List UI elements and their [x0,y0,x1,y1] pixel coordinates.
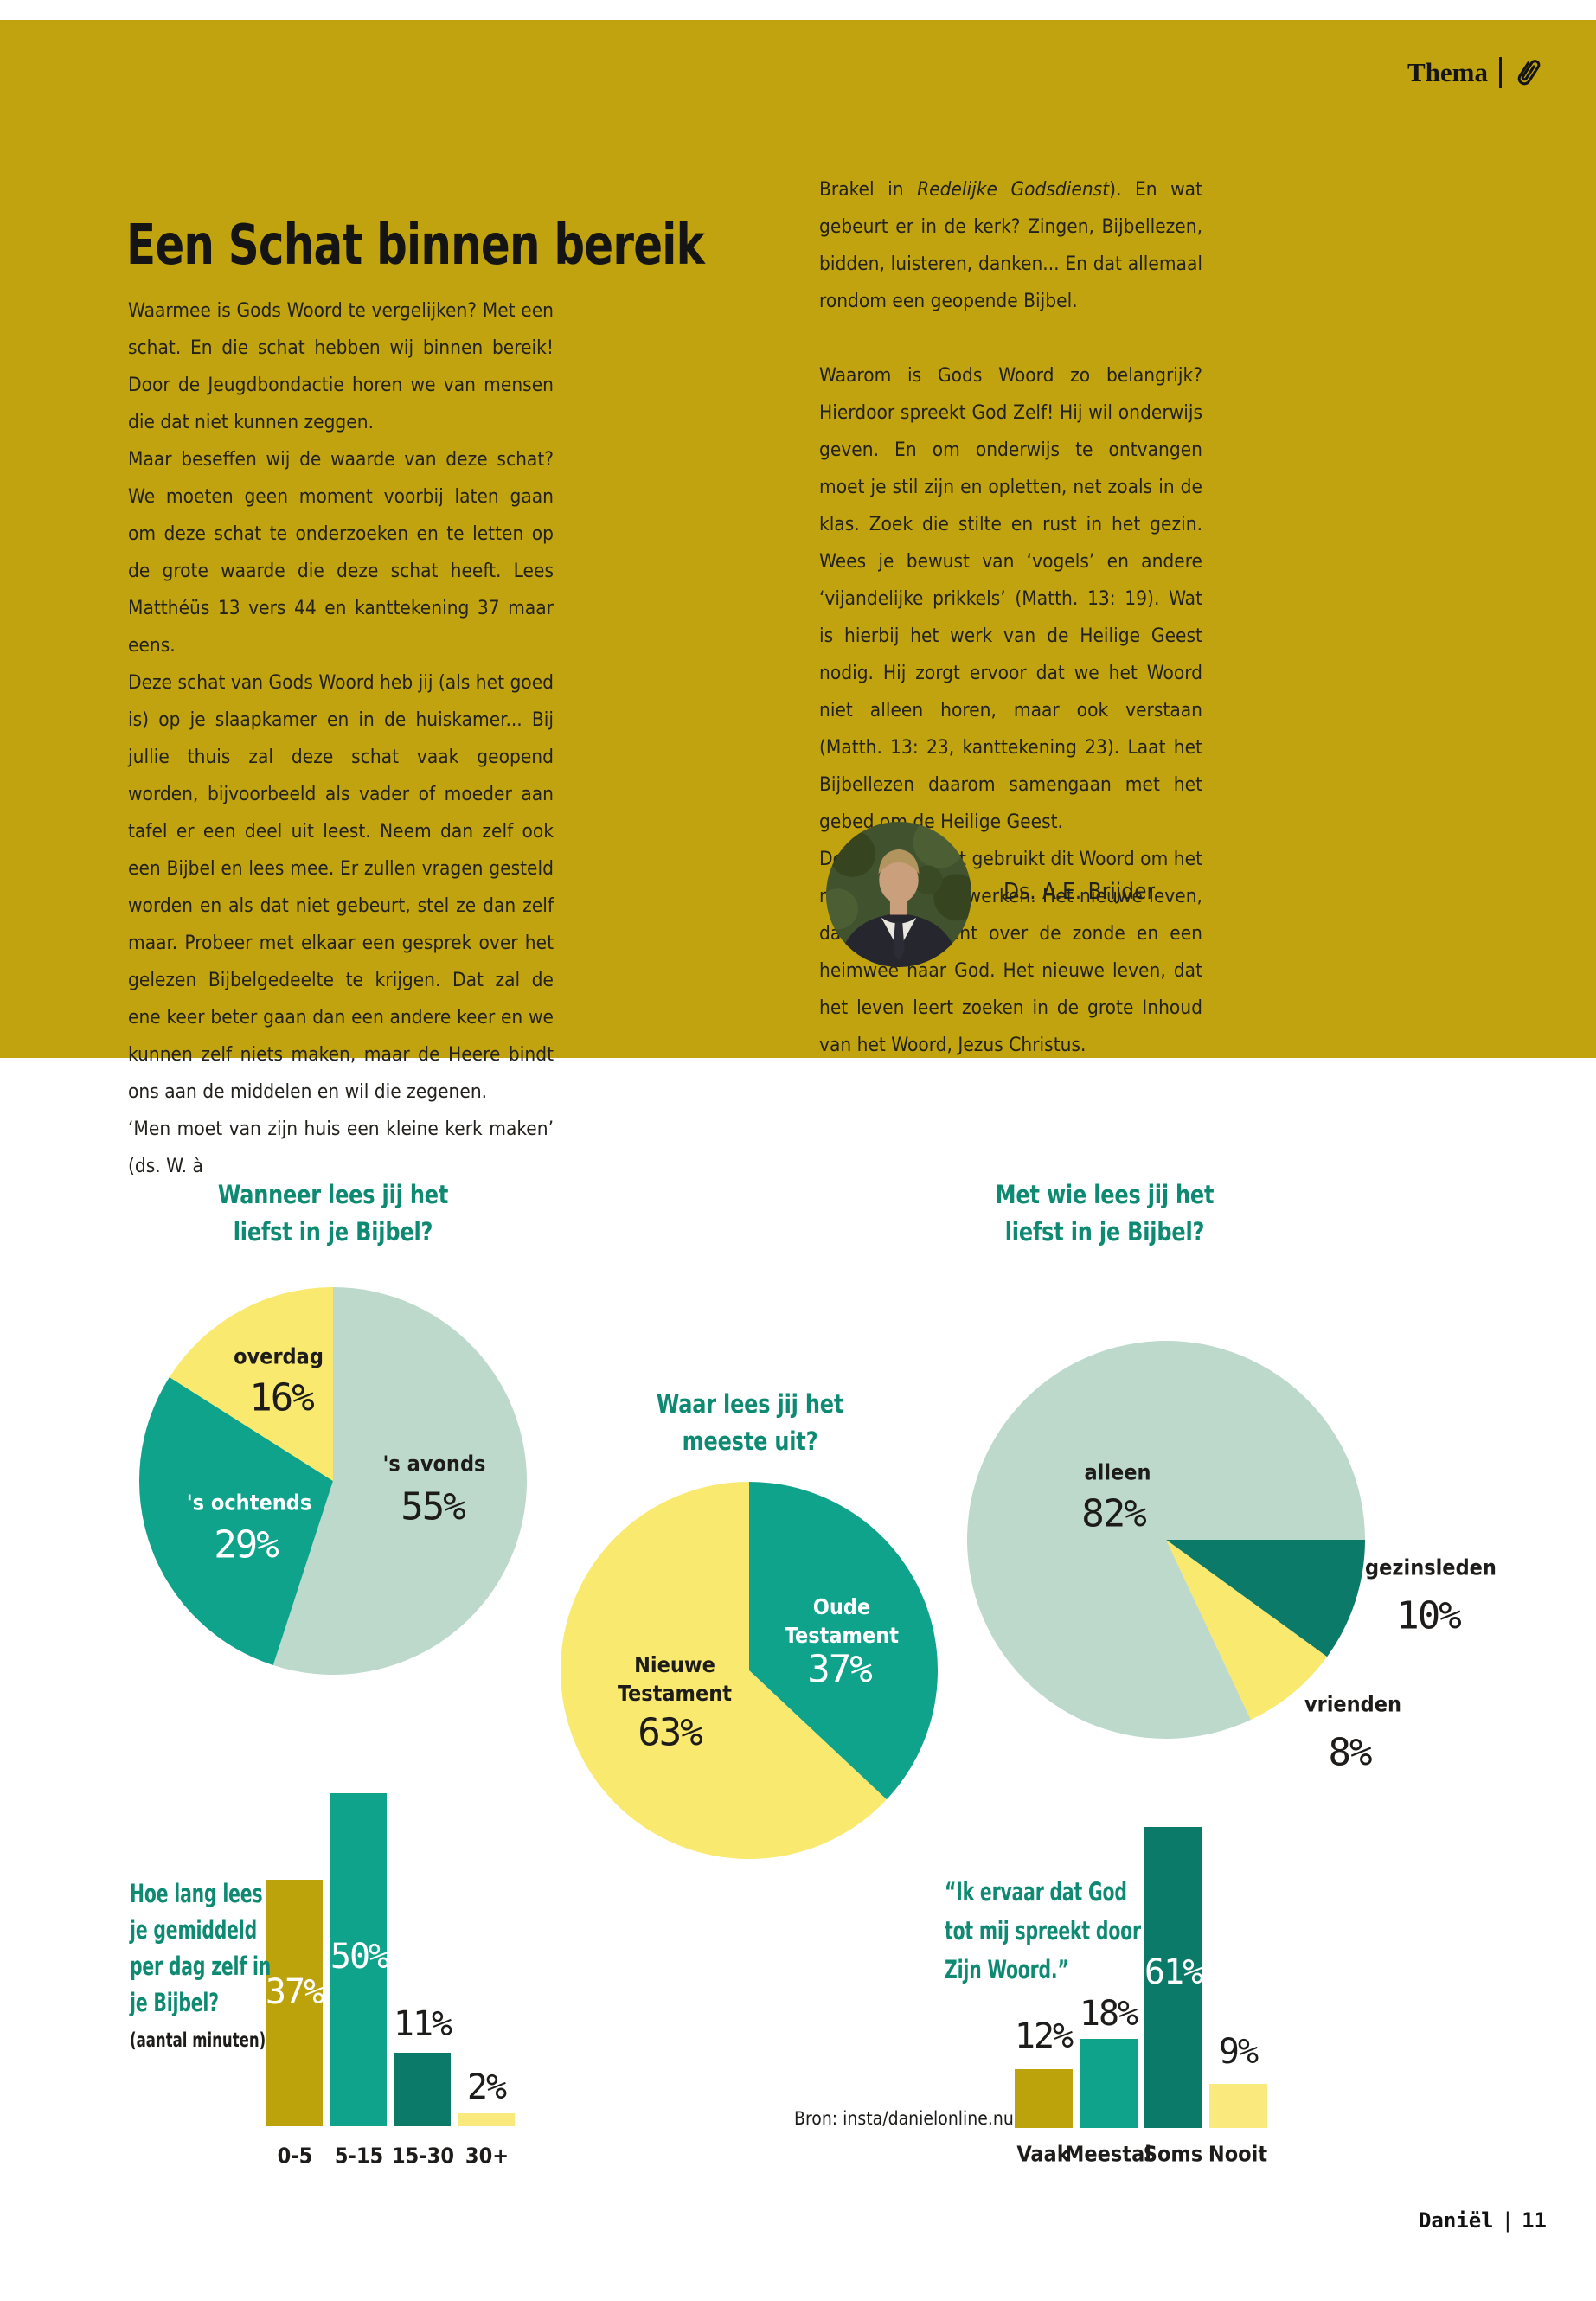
paragraph: Brakel in Redelijke Godsdienst). En wat … [819,178,1202,312]
pie-slice-vrienden [1166,1540,1328,1721]
pie-slice-Nieuwe-Testament [561,1482,887,1859]
magazine-name: Daniël [1418,2208,1494,2233]
paragraph: Maar beseffen wij de waarde van deze sch… [128,448,554,657]
bar-Nooit [1209,2084,1267,2128]
page-footer: Daniël | 11 [1419,2208,1547,2233]
pie1-slice-value: 16% [249,1375,314,1420]
bar1-title-line: Hoe lang lees [130,1879,263,1908]
page-tag: Thema [1407,54,1542,92]
bar-Soms [1144,1827,1202,2128]
paperclip-icon [1517,60,1541,86]
bar1-category: 0-5 [277,2143,313,2169]
bar2-value: 61% [1144,1952,1203,1992]
bar1-value: 2% [466,2067,507,2107]
bar2-value: 9% [1218,2032,1259,2072]
pie-slice-gezinsleden [1166,1540,1365,1657]
pie1-title-line: liefst in je Bijbel? [233,1217,433,1247]
pie2-slice-value: 37% [807,1647,872,1692]
pie2-title-line: meeste uit? [682,1426,818,1456]
bar1-value: 11% [393,2004,452,2044]
bar1-value: 50% [330,1937,389,1977]
pie-slice--s-avonds [272,1287,527,1675]
bar-15-30 [394,2053,451,2126]
bar1-value: 37% [265,1972,324,2012]
pie3-slice-label: alleen [1084,1459,1151,1485]
bar1-category: 15-30 [392,2143,454,2169]
bar-30+ [458,2113,515,2126]
bar1-subtitle: (aantal minuten) [130,2029,266,2052]
pie-slice-overdag [169,1287,333,1481]
page-tag-label: Thema [1407,57,1488,87]
bar2-category: Soms [1143,2141,1203,2167]
pie3-title-line: Met wie lees jij het [995,1180,1215,1209]
pie1-title-line: Wanneer lees jij het [217,1180,449,1209]
pie1-slice-value: 29% [214,1522,279,1567]
pie3-slice-value: 8% [1328,1730,1373,1775]
author-name: Ds. A.E. Brijder [1003,879,1156,905]
paragraph: ‘Men moet van zijn huis een kleine kerk … [128,1118,554,1177]
pie3-slice-value: 82% [1081,1491,1146,1536]
page-number: 11 [1522,2208,1547,2233]
pie3-slice-label: gezinsleden [1365,1554,1497,1580]
pie-slice--s-ochtends [139,1376,333,1666]
source-credit: Bron: insta/danielonline.nu [794,2108,1014,2129]
bar1-category: 30+ [465,2143,510,2169]
pie2-title-line: Waar lees jij het [656,1389,844,1419]
bar2-value: 12% [1014,2016,1074,2056]
bar1-category: 5-15 [334,2143,384,2169]
pie1-slice-value: 55% [401,1484,465,1529]
pie2-slice-label: Oude Testament [784,1594,900,1648]
pie3-slice-value: 10% [1396,1593,1461,1638]
book-title-italic: Redelijke Godsdienst [917,178,1110,201]
pie1-slice-label: 's ochtends [186,1490,312,1516]
bar2-category: Meestal [1065,2141,1151,2167]
bar2-title-line: “Ik ervaar dat God [945,1877,1127,1907]
author-block: Ds. A.E. Brijder [826,822,1276,977]
pie-slice-Oude-Testament [749,1482,938,1800]
author-photo [826,822,971,967]
tag-divider [1499,57,1502,88]
pie-wanneer [139,1287,527,1675]
pie-slice-alleen [967,1341,1365,1739]
paragraph: Waarom is Gods Woord zo belangrijk? Hier… [819,364,1202,833]
bar1-title-line: per dag zelf in [130,1952,272,1981]
bar2-value: 18% [1079,1994,1138,2034]
article-section [0,20,1596,1058]
bar2-category: Vaak [1016,2141,1070,2167]
pie3-title-line: liefst in je Bijbel? [1004,1217,1205,1247]
bar-Meestal [1080,2039,1138,2128]
paragraph: Deze schat van Gods Woord heb jij (als h… [128,671,554,1103]
bar2-category: Nooit [1208,2141,1268,2167]
bar2-title-line: tot mij spreekt door [945,1916,1141,1945]
pie-metwie [967,1341,1365,1739]
bar-5-15 [330,1793,387,2126]
bar-0-5 [266,1880,323,2126]
pie3-slice-label: vrienden [1304,1691,1402,1717]
bar-Vaak [1015,2069,1073,2128]
bar1-title-line: je gemiddeld [130,1915,258,1945]
pie1-slice-label: 's avonds [382,1451,486,1477]
pie1-slice-label: overdag [234,1343,324,1369]
article-title: Een Schat binnen bereik [126,213,705,278]
footer-divider: | [1501,2208,1515,2233]
pie2-slice-value: 63% [638,1710,702,1755]
pie-waar [561,1482,938,1859]
bar2-title-line: Zijn Woord.” [945,1955,1069,1984]
pie2-slice-label: Nieuwe Testament [617,1652,733,1706]
bar1-title-line: je Bijbel? [130,1988,219,2017]
article-left-column: Waarmee is Gods Woord te vergelijken? Me… [128,292,554,1185]
paragraph: Waarmee is Gods Woord te vergelijken? Me… [128,299,554,433]
